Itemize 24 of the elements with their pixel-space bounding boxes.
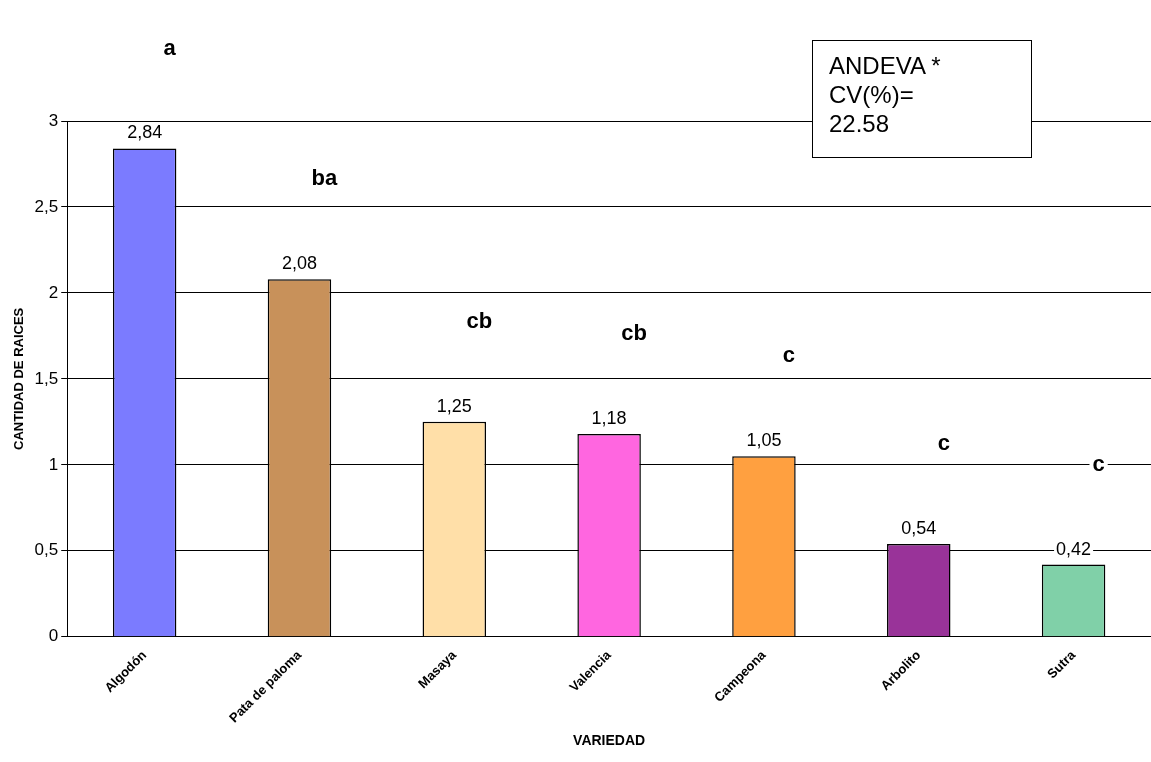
y-axis-title: CANTIDAD DE RAICES	[11, 307, 27, 451]
annotation: ba	[311, 165, 339, 191]
y-tick-label: 0	[48, 626, 59, 646]
annotation: cb	[466, 307, 493, 333]
data-label: 2,84	[127, 122, 163, 143]
data-label: 1,05	[746, 430, 782, 451]
text-box: ANDEVA * CV(%)= 22.58	[812, 40, 1032, 158]
data-label: 0,42	[1056, 538, 1092, 559]
data-label: 1,18	[591, 407, 627, 428]
data-label: 2,08	[281, 253, 317, 274]
annotation: c	[937, 429, 950, 455]
x-axis-title: VARIEDAD	[573, 732, 646, 749]
data-label: 1,25	[436, 395, 472, 416]
annotation: c	[782, 342, 796, 368]
y-tick-label: 1	[48, 454, 59, 474]
data-label: 0,54	[901, 517, 937, 538]
text: a	[163, 34, 177, 60]
annotation: cb	[621, 319, 647, 345]
y-tick-label: 2,5	[34, 196, 59, 216]
y-tick-label: 0,5	[34, 540, 59, 560]
y-tick-label: 3	[48, 110, 59, 130]
annotation: c	[1092, 450, 1105, 476]
y-tick-label: 1,5	[34, 368, 59, 388]
y-tick-label: 2	[48, 282, 59, 302]
